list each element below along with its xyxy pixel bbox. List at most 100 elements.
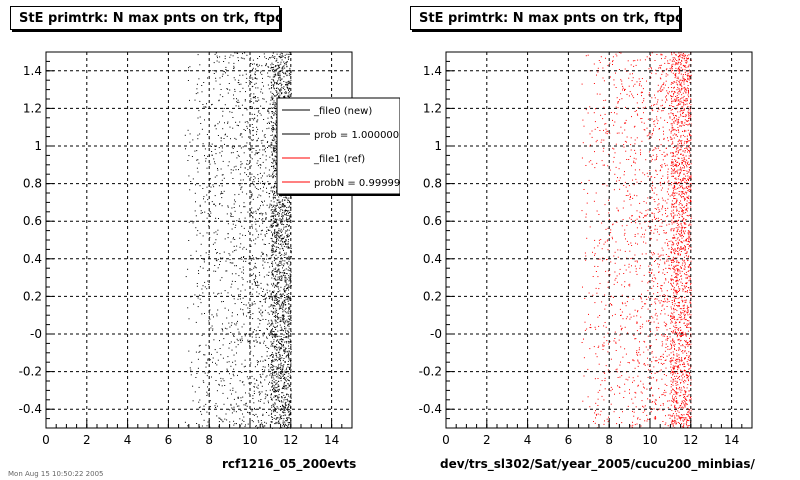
- data-point: [282, 212, 284, 214]
- data-point: [237, 57, 239, 59]
- data-point: [274, 303, 276, 304]
- data-point: [290, 331, 292, 332]
- data-point: [656, 154, 658, 156]
- data-point: [272, 211, 274, 213]
- data-point: [667, 92, 669, 94]
- data-point: [276, 240, 277, 242]
- data-point: [670, 152, 672, 154]
- data-point: [661, 305, 663, 307]
- data-point: [271, 134, 273, 136]
- data-point: [264, 393, 266, 395]
- data-point: [272, 299, 274, 301]
- data-point: [271, 342, 273, 344]
- data-point: [271, 261, 273, 263]
- data-point: [226, 270, 228, 272]
- data-point: [630, 218, 632, 220]
- data-point: [278, 199, 280, 201]
- data-point: [279, 240, 281, 242]
- data-point: [661, 164, 663, 166]
- data-point: [257, 364, 258, 366]
- data-point: [677, 127, 679, 128]
- data-point: [667, 346, 669, 347]
- data-point: [641, 118, 643, 119]
- data-point: [660, 78, 662, 80]
- data-point: [256, 341, 258, 343]
- data-point: [658, 220, 660, 221]
- data-point: [243, 256, 245, 257]
- data-point: [602, 257, 604, 259]
- data-point: [677, 150, 679, 152]
- data-point: [231, 146, 233, 148]
- data-point: [198, 407, 200, 409]
- data-point: [244, 335, 246, 337]
- data-point: [203, 106, 205, 108]
- data-point: [281, 200, 283, 202]
- data-point: [272, 104, 274, 105]
- data-point: [605, 304, 607, 306]
- data-point: [276, 349, 278, 351]
- data-point: [208, 254, 210, 256]
- data-point: [289, 396, 291, 398]
- data-point: [624, 264, 626, 266]
- data-point: [275, 241, 277, 243]
- data-point: [272, 377, 274, 379]
- data-point: [619, 188, 621, 190]
- data-point: [650, 297, 652, 299]
- data-point: [216, 233, 218, 235]
- data-point: [656, 156, 658, 157]
- data-point: [596, 139, 598, 141]
- data-point: [265, 217, 267, 219]
- data-point: [599, 414, 601, 416]
- data-point: [287, 81, 289, 83]
- data-point: [278, 420, 280, 422]
- data-point: [281, 307, 283, 309]
- data-point: [607, 249, 609, 251]
- data-point: [624, 250, 626, 252]
- data-point: [652, 277, 653, 279]
- data-point: [641, 91, 643, 93]
- data-point: [278, 243, 279, 245]
- data-point: [254, 154, 256, 156]
- data-point: [279, 260, 281, 262]
- data-point: [221, 385, 223, 387]
- data-point: [245, 73, 247, 75]
- data-point: [276, 283, 278, 284]
- data-point: [663, 133, 664, 135]
- data-point: [276, 214, 278, 215]
- data-point: [255, 336, 257, 338]
- data-point: [593, 421, 594, 422]
- data-point: [211, 143, 213, 145]
- data-point: [657, 120, 659, 122]
- data-point: [275, 65, 277, 66]
- data-point: [286, 367, 287, 369]
- data-point: [285, 205, 286, 207]
- data-point: [273, 301, 275, 303]
- data-point: [633, 97, 635, 99]
- data-point: [651, 68, 652, 70]
- data-point: [288, 201, 290, 203]
- data-point: [203, 198, 204, 200]
- data-point: [273, 417, 275, 419]
- data-point: [273, 275, 275, 277]
- data-point: [609, 234, 611, 236]
- data-point: [651, 401, 653, 403]
- data-point: [288, 334, 290, 336]
- data-point: [273, 204, 275, 206]
- data-point: [654, 147, 656, 149]
- data-point: [286, 92, 288, 94]
- data-point: [621, 225, 623, 227]
- data-point: [255, 228, 257, 230]
- data-point: [280, 52, 282, 54]
- data-point: [255, 218, 257, 220]
- data-point: [288, 266, 290, 268]
- data-point: [644, 410, 646, 412]
- data-point: [232, 262, 234, 264]
- data-point: [650, 230, 652, 232]
- data-point: [202, 285, 204, 287]
- data-point: [209, 190, 211, 192]
- data-point: [681, 270, 683, 272]
- data-point: [623, 185, 625, 186]
- data-point: [274, 335, 276, 337]
- data-point: [678, 304, 680, 306]
- data-point: [595, 192, 597, 194]
